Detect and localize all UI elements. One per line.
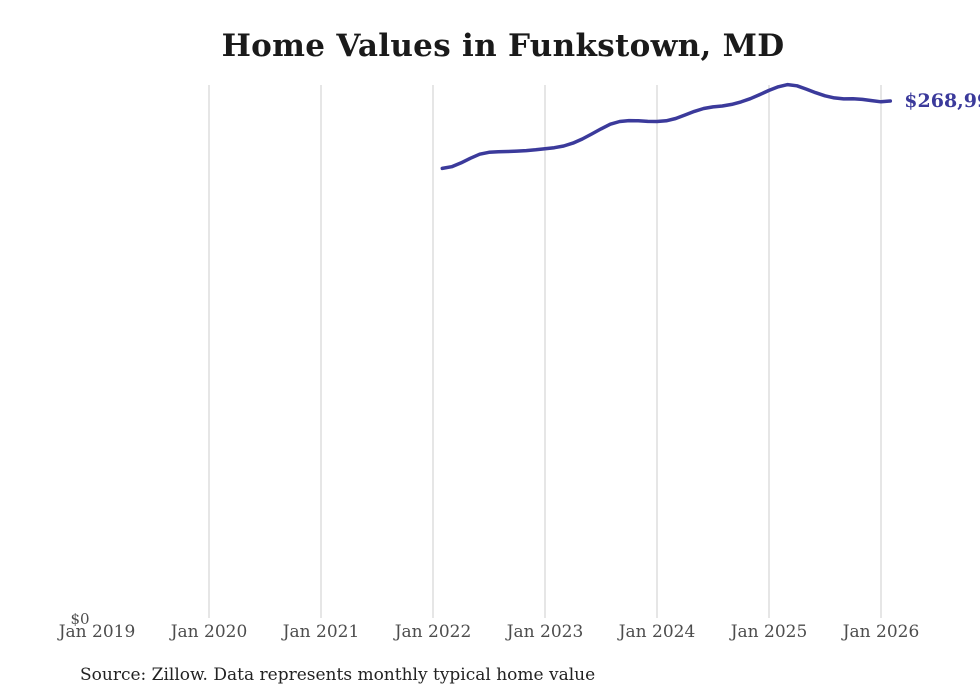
x-axis-tick-label: Jan 2022 [394, 622, 472, 642]
x-axis-tick-label: Jan 2026 [842, 622, 920, 642]
home-value-line [440, 82, 893, 171]
chart-title: Home Values in Funkstown, MD [221, 28, 785, 64]
x-axis-tick-label: Jan 2025 [730, 622, 808, 642]
x-axis-tick-label: Jan 2021 [282, 622, 360, 642]
last-value-label: $268,991 [904, 90, 980, 112]
x-axis-tick-label: Jan 2024 [618, 622, 696, 642]
x-axis-tick-label: Jan 2023 [506, 622, 584, 642]
y-axis-zero-label: $0 [70, 610, 90, 628]
x-axis-tick-label: Jan 2019 [58, 622, 136, 642]
x-axis-tick-label: Jan 2020 [170, 622, 248, 642]
source-note: Source: Zillow. Data represents monthly … [80, 665, 596, 685]
